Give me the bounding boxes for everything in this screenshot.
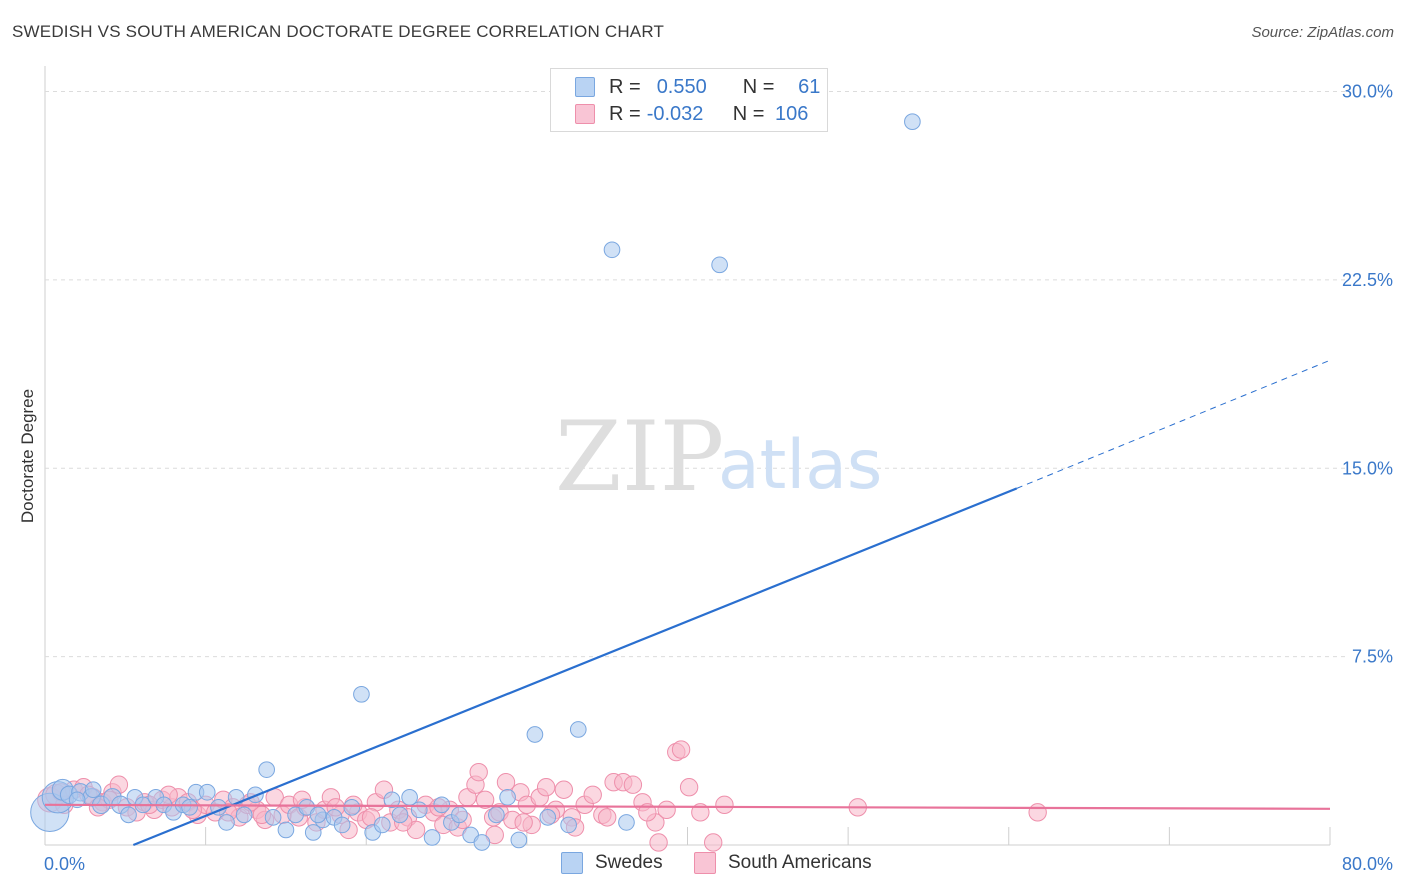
- legend-row-south-americans: R = -0.032 N = 106: [575, 101, 808, 127]
- n-value: 61: [798, 75, 821, 98]
- watermark-atlas: atlas: [718, 426, 882, 505]
- south-american-point: [496, 773, 516, 792]
- swede-point: [343, 799, 361, 816]
- source-credit: Source: ZipAtlas.com: [1251, 24, 1394, 41]
- swedes-swatch: [575, 77, 595, 97]
- y-tick-label: 22.5%: [1342, 270, 1393, 290]
- watermark-zip: ZIP: [555, 401, 724, 513]
- south-american-point: [638, 803, 657, 822]
- swede-point: [618, 814, 635, 831]
- swede-point: [904, 113, 921, 131]
- r-label: R =: [609, 75, 641, 98]
- south-americans-trend-line: [44, 803, 1331, 810]
- swede-point: [198, 783, 216, 801]
- south-american-point: [704, 833, 723, 852]
- south-american-point: [514, 813, 533, 832]
- south-american-point: [597, 808, 617, 827]
- swede-point: [423, 829, 441, 846]
- trend-lines: [44, 359, 1331, 847]
- south-american-point: [1028, 803, 1047, 822]
- swede-point: [560, 816, 577, 834]
- south-american-point: [671, 740, 691, 759]
- swede-point: [373, 816, 391, 834]
- swede-point: [539, 809, 557, 826]
- swede-point: [277, 821, 295, 839]
- south-american-point: [475, 790, 495, 809]
- n-value: 106: [775, 102, 809, 125]
- swede-point: [433, 796, 451, 814]
- chart-title: SWEDISH VS SOUTH AMERICAN DOCTORATE DEGR…: [12, 22, 665, 41]
- swede-point: [510, 831, 528, 849]
- y-tick-label: 30.0%: [1342, 82, 1393, 102]
- swede-point: [711, 256, 728, 274]
- swede-point: [499, 788, 516, 806]
- legend-label-south-americans: South Americans: [728, 852, 872, 873]
- south-american-point: [691, 803, 710, 822]
- y-tick-label: 7.5%: [1352, 647, 1393, 667]
- swede-point: [473, 834, 491, 851]
- swede-point: [218, 814, 235, 831]
- y-axis-label: Doctorate Degree: [18, 389, 37, 523]
- r-value: -0.032: [646, 102, 704, 125]
- tick-labels: 7.5% 15.0% 22.5% 30.0% 0.0% 80.0%: [44, 82, 1393, 874]
- swedes-trend-line: [132, 487, 1018, 847]
- swede-point: [383, 791, 401, 809]
- correlation-legend: R = 0.550 N = 61 R = -0.032 N = 106: [550, 68, 828, 132]
- x-tick-label: 80.0%: [1342, 854, 1393, 874]
- n-label: N =: [742, 75, 775, 98]
- south-american-point: [536, 778, 556, 797]
- swede-point: [235, 806, 253, 824]
- swede-point: [391, 806, 409, 824]
- n-label: N =: [732, 102, 765, 125]
- series-legend: Swedes South Americans: [0, 852, 1406, 878]
- swedes-swatch: [561, 852, 583, 874]
- legend-label-swedes: Swedes: [595, 852, 663, 873]
- swede-point: [309, 806, 327, 824]
- legend-item-south-americans[interactable]: South Americans: [694, 852, 872, 874]
- south-american-point: [623, 775, 643, 794]
- south-american-point: [485, 825, 504, 845]
- swede-point: [264, 809, 282, 826]
- swede-point: [181, 799, 198, 816]
- swede-point: [68, 791, 86, 809]
- south-american-point: [649, 833, 668, 852]
- r-label: R =: [609, 102, 641, 125]
- swede-point: [353, 685, 370, 703]
- south-americans-swatch: [694, 852, 716, 874]
- south-american-point: [583, 785, 602, 804]
- r-value: 0.550: [656, 75, 707, 98]
- south-american-point: [657, 800, 676, 820]
- swede-point: [451, 806, 468, 824]
- x-tick-label: 0.0%: [44, 854, 85, 874]
- swede-point: [120, 806, 137, 824]
- south-american-point: [715, 795, 734, 815]
- swede-point: [569, 721, 587, 738]
- swedes-trend-extension: [1016, 359, 1331, 489]
- south-americans-swatch: [575, 104, 595, 124]
- south-american-point: [679, 778, 699, 797]
- swede-point: [258, 761, 275, 778]
- swede-point: [410, 801, 428, 819]
- swede-point: [304, 824, 322, 841]
- swede-point: [526, 726, 544, 743]
- swede-point: [84, 781, 102, 799]
- swede-point: [488, 806, 505, 824]
- y-tick-label: 15.0%: [1342, 458, 1393, 478]
- south-american-point: [469, 762, 488, 782]
- legend-item-swedes[interactable]: Swedes: [561, 852, 663, 874]
- swede-point: [333, 816, 351, 834]
- south-american-point: [554, 780, 574, 799]
- swede-point: [603, 241, 621, 259]
- legend-row-swedes: R = 0.550 N = 61: [575, 74, 820, 100]
